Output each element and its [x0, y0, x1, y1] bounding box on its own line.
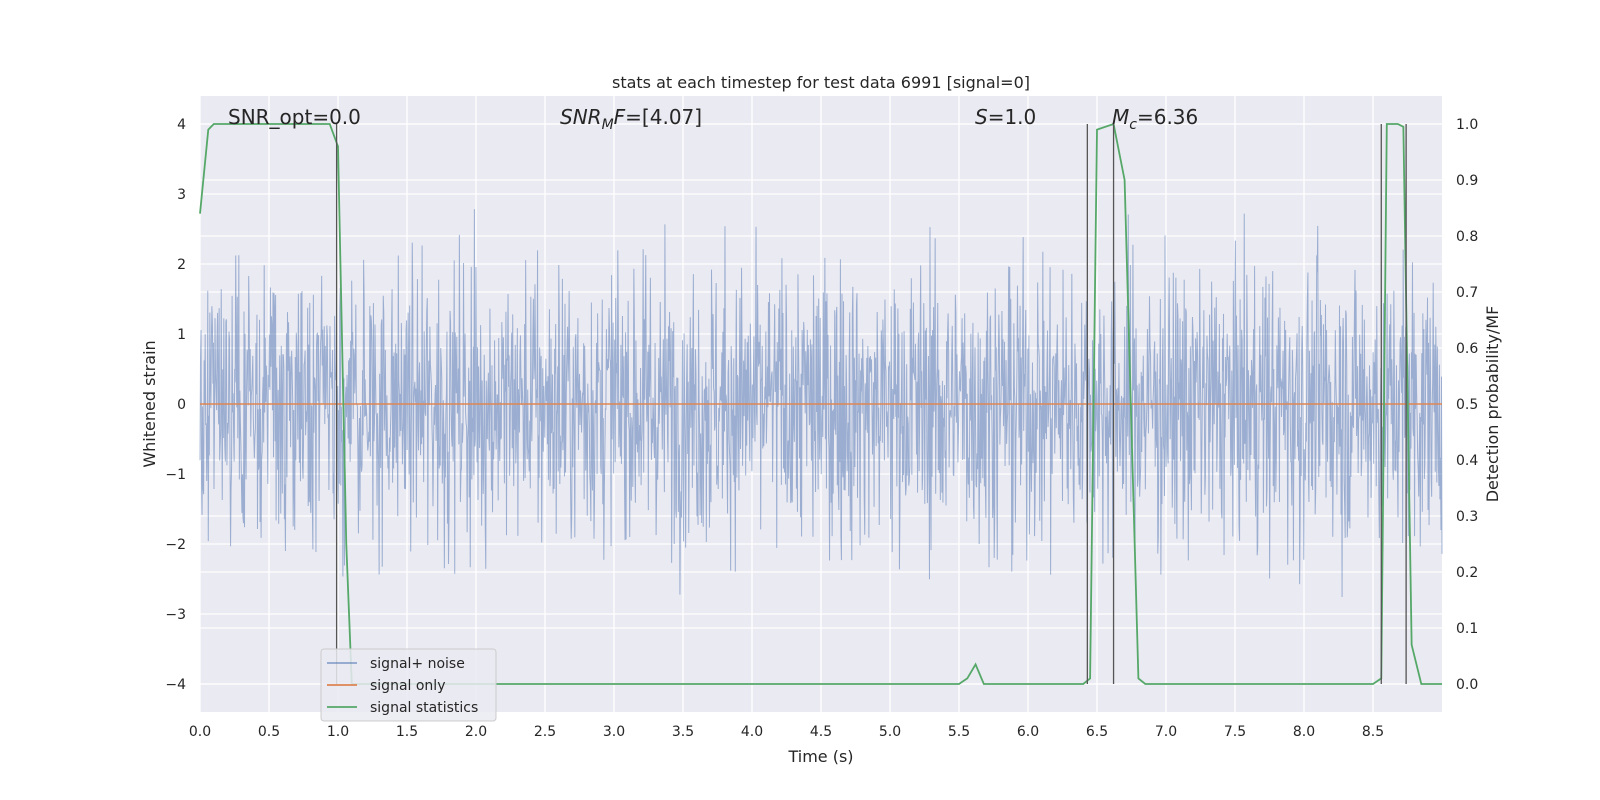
x-tick-label: 0.5 [258, 724, 280, 740]
y2-tick-label: 0.9 [1456, 173, 1478, 189]
x-tick-label: 5.5 [948, 724, 970, 740]
x-tick-label: 2.0 [465, 724, 487, 740]
y-tick-label: −4 [165, 677, 186, 693]
x-tick-label: 8.0 [1293, 724, 1315, 740]
y-tick-label: 3 [177, 187, 186, 203]
x-tick-label: 6.5 [1086, 724, 1108, 740]
signal-statistics-line [199, 122, 1442, 685]
x-tick-label: 1.0 [327, 724, 349, 740]
y2-tick-label: 0.2 [1456, 565, 1478, 581]
x-tick-label: 3.5 [672, 724, 694, 740]
x-tick-label: 4.0 [741, 724, 763, 740]
y-tick-label: 1 [177, 327, 186, 343]
y2-tick-label: 0.3 [1456, 509, 1478, 525]
y2-axis-label: Detection probability/MF [1483, 306, 1502, 503]
y-tick-label: −1 [165, 467, 186, 483]
y2-tick-label: 1.0 [1456, 117, 1478, 133]
x-tick-label: 7.5 [1224, 724, 1246, 740]
annotation-snr-opt: SNR_opt=0.0 [228, 105, 361, 129]
x-tick-label: 3.0 [603, 724, 625, 740]
x-tick-labels: 0.0 0.5 1.0 1.5 2.0 2.5 3.0 3.5 4.0 4.5 5.0 5.5 6.0 6… [189, 724, 1384, 740]
legend-box [320, 648, 497, 722]
series-layer [199, 122, 1443, 685]
y-tick-label: 2 [177, 257, 186, 273]
y2-tick-label: 0.1 [1456, 621, 1478, 637]
y2-tick-label: 0.8 [1456, 229, 1478, 245]
vertical-lines [335, 124, 1407, 684]
y-tick-label: −3 [165, 607, 186, 623]
y2-tick-label: 0.4 [1456, 453, 1478, 469]
x-tick-label: 4.5 [810, 724, 832, 740]
y2-tick-label: 0.6 [1456, 341, 1478, 357]
y2-tick-labels: 0.0 0.1 0.2 0.3 0.4 0.5 0.6 0.7 0.8 0.9 1.0 [1456, 117, 1478, 693]
y2-tick-label: 0.7 [1456, 285, 1478, 301]
x-tick-label: 2.5 [534, 724, 556, 740]
signal-noise-line [199, 209, 1443, 597]
chart-title: stats at each timestep for test data 699… [612, 73, 1030, 92]
x-axis-label: Time (s) [787, 747, 853, 766]
annotation-s: S=1.0 [975, 105, 1036, 129]
legend: signal+ noise signal only signal statistic… [320, 648, 497, 722]
x-tick-label: 1.5 [396, 724, 418, 740]
y-axis-label: Whitened strain [140, 340, 159, 467]
legend-label: signal only [370, 678, 445, 694]
x-tick-label: 7.0 [1155, 724, 1177, 740]
annotation-snr-mf: SNRMF=[4.07] [560, 105, 702, 133]
y-tick-label: −2 [165, 537, 186, 553]
y-tick-labels: −4 −3 −2 −1 0 1 2 3 4 [165, 117, 186, 693]
y-tick-label: 0 [177, 397, 186, 413]
y2-tick-label: 0.0 [1456, 677, 1478, 693]
signal-noise-series [199, 209, 1443, 597]
x-tick-label: 6.0 [1017, 724, 1039, 740]
annotation-mc: Mc=6.36 [1112, 105, 1198, 133]
x-tick-label: 8.5 [1362, 724, 1384, 740]
y-tick-label: 4 [177, 117, 186, 133]
annotations: SNR_opt=0.0 SNRMF=[4.07] S=1.0 Mc=6.36 [228, 105, 1198, 133]
legend-label: signal statistics [370, 700, 478, 716]
y2-tick-label: 0.5 [1456, 397, 1478, 413]
x-tick-label: 0.0 [189, 724, 211, 740]
legend-label: signal+ noise [370, 656, 465, 672]
x-tick-label: 5.0 [879, 724, 901, 740]
